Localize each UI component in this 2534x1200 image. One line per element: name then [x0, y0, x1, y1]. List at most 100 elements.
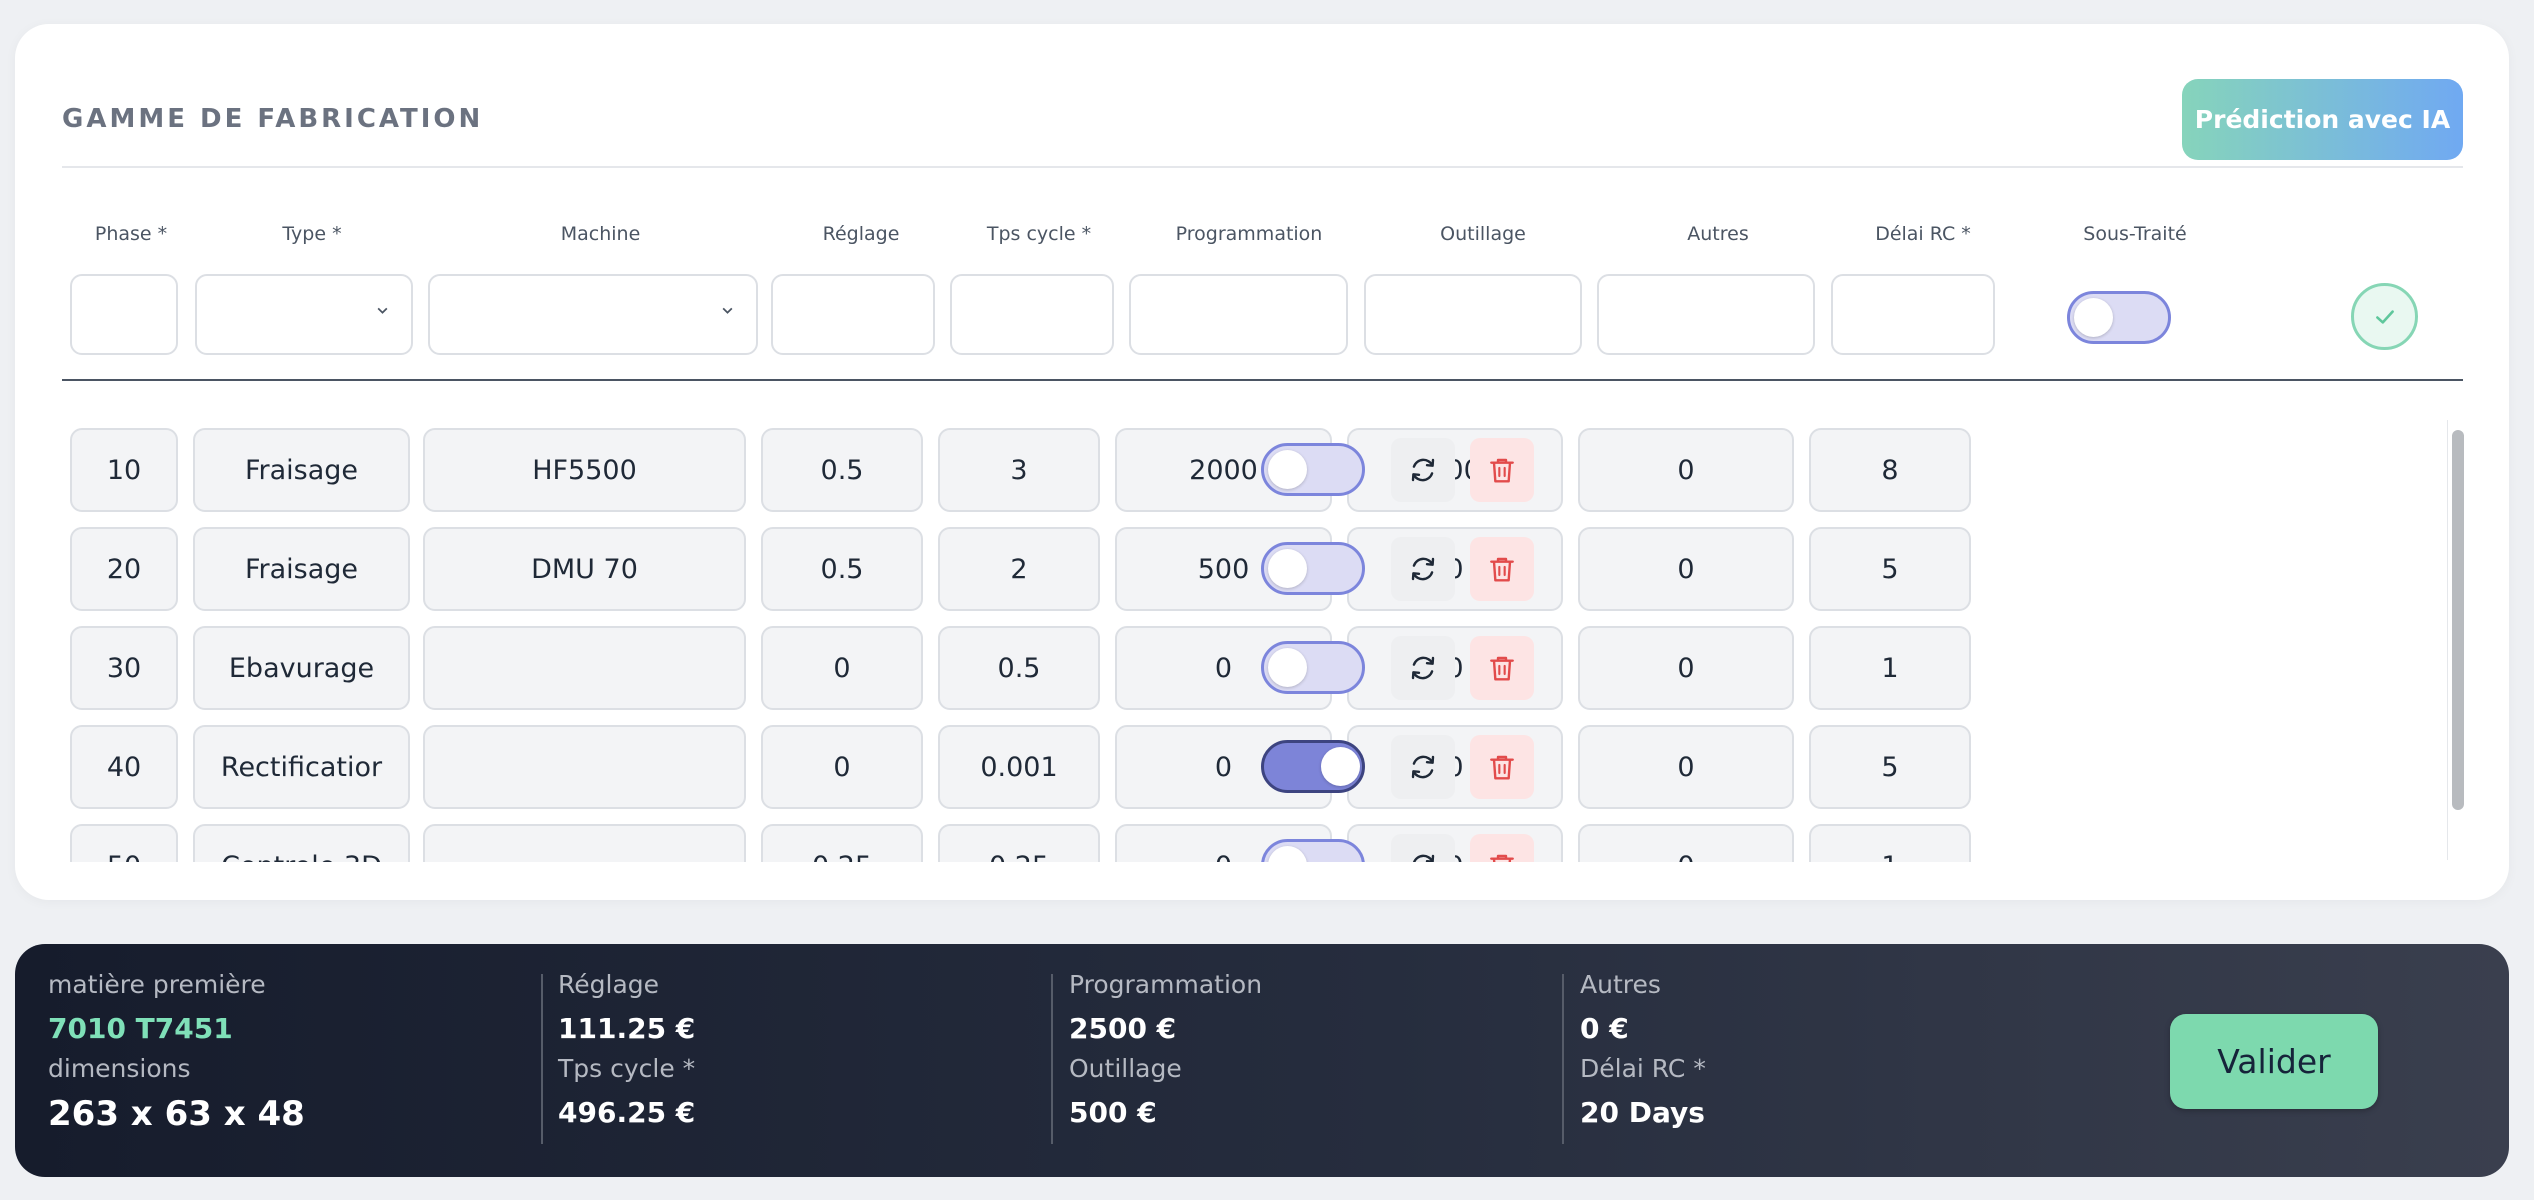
toggle-knob — [1268, 549, 1307, 588]
refresh-row-button[interactable] — [1391, 537, 1455, 601]
refresh-icon — [1411, 656, 1435, 680]
type-cell[interactable]: Controle 3D — [193, 824, 410, 862]
type-cell[interactable]: Rectificatior — [193, 725, 410, 809]
refresh-icon — [1411, 557, 1435, 581]
check-icon — [2375, 309, 2394, 324]
phase-input[interactable] — [70, 274, 178, 355]
programmation-input[interactable] — [1129, 274, 1348, 355]
machine-cell[interactable] — [423, 824, 746, 862]
refresh-row-button[interactable] — [1391, 834, 1455, 862]
sous-traite-toggle[interactable] — [2067, 291, 2171, 344]
column-header-delai-rc: Délai RC * — [1875, 223, 1971, 245]
machine-cell[interactable]: DMU 70 — [423, 527, 746, 611]
refresh-row-button[interactable] — [1391, 438, 1455, 502]
column-header-autres: Autres — [1687, 223, 1749, 245]
tps-cycle-input[interactable] — [950, 274, 1114, 355]
type-cell[interactable]: Ebavurage — [193, 626, 410, 710]
tps-cycle-cell[interactable]: 0.25 — [938, 824, 1100, 862]
type-cell[interactable]: Fraisage — [193, 527, 410, 611]
delai-rc-cell[interactable]: 1 — [1809, 626, 1971, 710]
delai-rc-cell[interactable]: 5 — [1809, 725, 1971, 809]
autres-summary-label: Autres — [1580, 970, 1661, 999]
phase-cell[interactable]: 20 — [70, 527, 178, 611]
trash-icon — [1490, 557, 1514, 582]
trash-icon — [1490, 854, 1514, 862]
machine-cell[interactable] — [423, 725, 746, 809]
summary-divider — [1562, 974, 1564, 1144]
refresh-row-button[interactable] — [1391, 735, 1455, 799]
raw-material-label: matière première — [48, 970, 266, 999]
phase-cell[interactable]: 50 — [70, 824, 178, 862]
reglage-summary-label: Réglage — [558, 970, 660, 999]
column-header-reglage: Réglage — [822, 223, 900, 245]
reglage-cell[interactable]: 0 — [761, 626, 923, 710]
title-divider — [62, 166, 2463, 168]
delete-row-button[interactable] — [1470, 834, 1534, 862]
tps-cycle-cell[interactable]: 0.001 — [938, 725, 1100, 809]
toggle-knob — [1268, 648, 1307, 687]
summary-divider — [541, 974, 543, 1144]
refresh-row-button[interactable] — [1391, 636, 1455, 700]
delete-row-button[interactable] — [1470, 537, 1534, 601]
ai-prediction-button[interactable]: Prédiction avec IA — [2182, 79, 2463, 160]
autres-cell[interactable]: 0 — [1578, 725, 1794, 809]
delai-rc-cell[interactable]: 8 — [1809, 428, 1971, 512]
delete-row-button[interactable] — [1470, 438, 1534, 502]
outillage-input[interactable] — [1364, 274, 1582, 355]
operations-list[interactable]: 10 Fraisage HF5500 0.5 3 2000 500 0 8 — [15, 386, 2495, 862]
list-scrollbar[interactable] — [2447, 420, 2467, 860]
tps-cycle-cell[interactable]: 3 — [938, 428, 1100, 512]
dimensions-value: 263 x 63 x 48 — [48, 1094, 305, 1134]
outillage-summary-label: Outillage — [1069, 1054, 1182, 1083]
delai-rc-cell[interactable]: 5 — [1809, 527, 1971, 611]
reglage-cell[interactable]: 0.25 — [761, 824, 923, 862]
delai-summary-value: 20 Days — [1580, 1096, 1705, 1129]
phase-cell[interactable]: 40 — [70, 725, 178, 809]
refresh-icon — [1412, 854, 1435, 862]
validate-button[interactable]: Valider — [2170, 1014, 2378, 1109]
tps-cycle-summary-value: 496.25 € — [558, 1096, 696, 1129]
delai-rc-cell[interactable]: 1 — [1809, 824, 1971, 862]
tps-cycle-summary-label: Tps cycle * — [558, 1054, 696, 1083]
reglage-cell[interactable]: 0.5 — [761, 527, 923, 611]
add-row-button[interactable] — [2351, 283, 2418, 350]
tps-cycle-cell[interactable]: 2 — [938, 527, 1100, 611]
column-header-machine: Machine — [560, 223, 641, 245]
machine-cell[interactable] — [423, 626, 746, 710]
operation-row: 50 Controle 3D 0.25 0.25 0 0 0 1 — [15, 824, 2475, 862]
delai-summary-label: Délai RC * — [1580, 1054, 1706, 1083]
delai-rc-input[interactable] — [1831, 274, 1995, 355]
autres-cell[interactable]: 0 — [1578, 824, 1794, 862]
autres-cell[interactable]: 0 — [1578, 428, 1794, 512]
sous-traite-toggle[interactable] — [1261, 443, 1365, 496]
column-header-sous-traite: Sous-Traité — [2083, 223, 2187, 245]
sous-traite-toggle[interactable] — [1261, 542, 1365, 595]
reglage-cell[interactable]: 0 — [761, 725, 923, 809]
column-header-tps-cycle: Tps cycle * — [986, 223, 1092, 245]
column-header-outillage: Outillage — [1440, 223, 1526, 245]
delete-row-button[interactable] — [1470, 735, 1534, 799]
tps-cycle-cell[interactable]: 0.5 — [938, 626, 1100, 710]
toggle-knob — [1268, 846, 1307, 862]
phase-cell[interactable]: 30 — [70, 626, 178, 710]
machine-cell[interactable]: HF5500 — [423, 428, 746, 512]
sous-traite-toggle[interactable] — [1261, 641, 1365, 694]
reglage-input[interactable] — [771, 274, 935, 355]
machine-select[interactable] — [428, 274, 758, 355]
reglage-cell[interactable]: 0.5 — [761, 428, 923, 512]
reglage-summary-value: 111.25 € — [558, 1012, 696, 1045]
programmation-cell[interactable]: 500 — [1115, 527, 1332, 611]
sous-traite-toggle[interactable] — [1261, 740, 1365, 793]
operation-row: 20 Fraisage DMU 70 0.5 2 500 0 0 5 — [15, 527, 2475, 611]
delete-row-button[interactable] — [1470, 636, 1534, 700]
sous-traite-toggle[interactable] — [1261, 839, 1365, 862]
type-select[interactable] — [195, 274, 413, 355]
scrollbar-thumb[interactable] — [2452, 430, 2464, 810]
autres-cell[interactable]: 0 — [1578, 626, 1794, 710]
phase-cell[interactable]: 10 — [70, 428, 178, 512]
programmation-cell[interactable]: 0 — [1115, 725, 1332, 809]
list-divider — [62, 379, 2463, 381]
autres-input[interactable] — [1597, 274, 1815, 355]
autres-cell[interactable]: 0 — [1578, 527, 1794, 611]
type-cell[interactable]: Fraisage — [193, 428, 410, 512]
